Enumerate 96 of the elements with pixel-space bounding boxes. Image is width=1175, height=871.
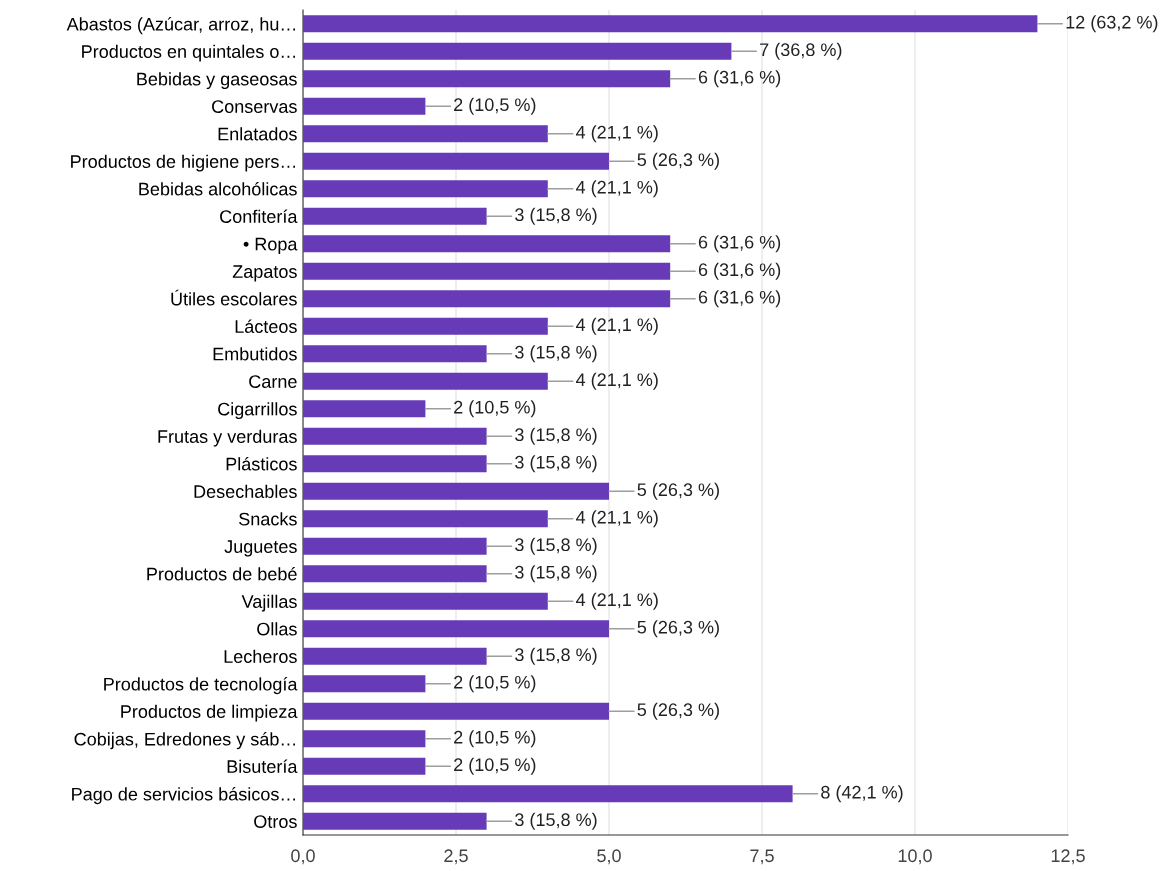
y-tick-label: Productos de limpieza bbox=[121, 704, 298, 722]
bar bbox=[303, 702, 609, 720]
y-tick-label: Productos de higiene pers… bbox=[71, 154, 296, 172]
y-tick-label: Lácteos bbox=[235, 319, 297, 333]
y-tick-label: Conservas bbox=[212, 100, 297, 113]
data-label: 4 (21,1 %) bbox=[575, 372, 658, 390]
bar bbox=[303, 372, 548, 390]
data-label: 4 (21,1 %) bbox=[575, 317, 658, 335]
data-label: 8 (42,1 %) bbox=[821, 785, 903, 803]
data-label: 4 (21,1 %) bbox=[575, 592, 658, 610]
bar bbox=[303, 207, 487, 225]
bar bbox=[303, 290, 671, 308]
x-tick-label: 0,0 bbox=[291, 849, 315, 865]
data-label: 2 (10,5 %) bbox=[454, 97, 536, 115]
bar bbox=[303, 675, 426, 693]
data-label: 3 (15,8 %) bbox=[515, 455, 597, 473]
bar bbox=[303, 620, 609, 638]
y-tick-label: • Ropa bbox=[243, 237, 298, 255]
y-tick-label: Cigarrillos bbox=[218, 402, 297, 420]
data-label: 7 (36,8 %) bbox=[760, 42, 842, 60]
bar bbox=[303, 785, 793, 803]
data-label: 6 (31,6 %) bbox=[698, 290, 781, 308]
bar bbox=[303, 317, 548, 335]
data-label: 6 (31,6 %) bbox=[698, 262, 781, 280]
y-tick-label: Bebidas y gaseosas bbox=[137, 72, 297, 90]
data-label: 5 (26,3 %) bbox=[637, 482, 719, 500]
data-label: 3 (15,8 %) bbox=[515, 427, 597, 445]
bar bbox=[303, 235, 671, 253]
bar bbox=[303, 482, 609, 500]
data-label: 2 (10,5 %) bbox=[454, 757, 536, 775]
bar bbox=[303, 152, 609, 170]
x-tick-label: 12,5 bbox=[1051, 849, 1085, 865]
bar bbox=[303, 70, 671, 88]
y-tick-label: Frutas y verduras bbox=[158, 429, 297, 447]
data-label: 4 (21,1 %) bbox=[575, 510, 658, 528]
data-label: 2 (10,5 %) bbox=[454, 675, 536, 693]
data-label: 2 (10,5 %) bbox=[454, 730, 536, 748]
x-tick-label: 2,5 bbox=[444, 849, 468, 865]
y-tick-label: Vajillas bbox=[241, 594, 297, 612]
y-tick-label: Snacks bbox=[239, 512, 297, 526]
y-tick-label: Confitería bbox=[220, 209, 298, 223]
y-tick-label: Ollas bbox=[257, 622, 297, 636]
data-label: 2 (10,5 %) bbox=[454, 400, 536, 418]
y-tick-label: Juguetes bbox=[224, 540, 297, 557]
y-tick-label: Plásticos bbox=[226, 457, 297, 471]
y-tick-label: Enlatados bbox=[218, 127, 297, 141]
x-tick-label: 7,5 bbox=[750, 849, 774, 865]
bar bbox=[303, 757, 426, 775]
bar bbox=[303, 565, 487, 583]
y-tick-label: Pago de servicios básicos… bbox=[72, 787, 295, 805]
bar bbox=[303, 812, 487, 830]
data-label: 3 (15,8 %) bbox=[515, 207, 597, 225]
y-tick-label: Zapatos bbox=[232, 265, 297, 282]
data-label: 3 (15,8 %) bbox=[515, 565, 597, 583]
y-tick-label: Útiles escolares bbox=[171, 289, 297, 306]
data-label: 6 (31,6 %) bbox=[698, 70, 781, 88]
bar bbox=[303, 42, 732, 60]
y-tick-label: Bisutería bbox=[227, 759, 298, 773]
bar bbox=[303, 592, 548, 610]
data-label: 5 (26,3 %) bbox=[637, 620, 719, 638]
y-tick-label: Productos de bebé bbox=[147, 567, 297, 581]
data-label: 5 (26,3 %) bbox=[637, 152, 719, 170]
data-label: 4 (21,1 %) bbox=[575, 125, 658, 143]
y-tick-label: Bebidas alcohólicas bbox=[139, 182, 297, 196]
y-tick-label: Lecheros bbox=[224, 649, 297, 663]
bar bbox=[303, 97, 426, 115]
bar bbox=[303, 400, 426, 418]
bar bbox=[303, 730, 426, 748]
data-label: 12 (63,2 %) bbox=[1066, 15, 1158, 33]
bar bbox=[303, 262, 671, 280]
x-tick-label: 5,0 bbox=[597, 849, 621, 865]
data-label: 3 (15,8 %) bbox=[515, 812, 597, 830]
bar bbox=[303, 510, 548, 528]
y-tick-label: Cobijas, Edredones y sáb… bbox=[74, 732, 295, 750]
y-tick-label: Productos en quintales o… bbox=[82, 44, 296, 62]
data-label: 5 (26,3 %) bbox=[637, 702, 719, 720]
data-label: 3 (15,8 %) bbox=[515, 647, 597, 665]
bar bbox=[303, 15, 1038, 33]
bar bbox=[303, 455, 487, 473]
y-tick-label: Carne bbox=[249, 375, 297, 388]
y-tick-label: Embutidos bbox=[213, 347, 297, 361]
data-label: 3 (15,8 %) bbox=[515, 537, 597, 555]
bar bbox=[303, 345, 487, 363]
data-label: 3 (15,8 %) bbox=[515, 345, 597, 363]
y-tick-label: Abastos (Azúcar, arroz, hu… bbox=[66, 17, 296, 35]
bar bbox=[303, 647, 487, 665]
bar bbox=[303, 427, 487, 445]
y-tick-label: Productos de tecnología bbox=[104, 677, 298, 695]
y-tick-label: Desechables bbox=[194, 484, 297, 498]
data-label: 6 (31,6 %) bbox=[698, 235, 781, 253]
x-tick-label: 10,0 bbox=[898, 849, 932, 865]
y-tick-label: Otros bbox=[254, 815, 297, 828]
bar bbox=[303, 537, 487, 555]
bar bbox=[303, 180, 548, 198]
bar bbox=[303, 125, 548, 143]
data-label: 4 (21,1 %) bbox=[575, 180, 658, 198]
